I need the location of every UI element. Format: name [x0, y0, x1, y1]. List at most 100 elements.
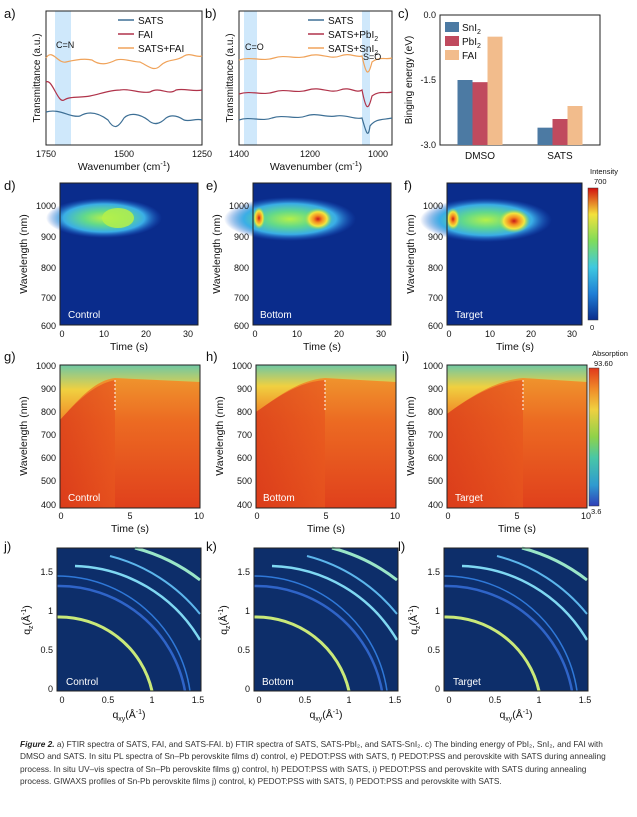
svg-text:Wavelength (nm): Wavelength (nm)	[18, 396, 30, 476]
panel-f: f) Target	[404, 178, 583, 326]
panel-e-label: Bottom	[260, 310, 292, 321]
svg-text:900: 900	[428, 232, 443, 242]
svg-text:800: 800	[41, 407, 56, 417]
panel-b-annotation-co: C=O	[245, 42, 264, 52]
svg-text:1.5: 1.5	[427, 567, 440, 577]
svg-text:5: 5	[514, 511, 519, 521]
svg-text:1000: 1000	[36, 361, 56, 371]
svg-text:f): f)	[404, 178, 412, 193]
svg-text:0: 0	[59, 329, 64, 339]
svg-text:g): g)	[4, 349, 16, 364]
svg-text:800: 800	[41, 263, 56, 273]
panel-b-legend-1: SATS	[328, 16, 354, 27]
svg-text:e): e)	[206, 178, 218, 193]
svg-text:10: 10	[485, 329, 495, 339]
panel-a-xlabel: Wavenumber (cm-1)	[78, 161, 170, 173]
svg-text:Wavelength (nm): Wavelength (nm)	[405, 396, 417, 476]
svg-text:0.5: 0.5	[489, 695, 502, 705]
category-label-sats: SATS	[547, 151, 573, 162]
svg-text:400: 400	[237, 500, 252, 510]
svg-text:20: 20	[526, 329, 536, 339]
svg-text:600: 600	[41, 321, 56, 331]
panel-a-ylabel: Transmittance (a.u.)	[32, 33, 43, 122]
svg-text:Wavelength (nm): Wavelength (nm)	[214, 396, 226, 476]
svg-text:1000: 1000	[423, 201, 443, 211]
svg-text:1400: 1400	[229, 149, 249, 159]
svg-text:0.5: 0.5	[299, 695, 312, 705]
pl-axes: 1000 900 800 700 600 1000 900 800 700 60…	[18, 201, 577, 353]
svg-text:1000: 1000	[229, 201, 249, 211]
figure-caption: Figure 2. a) FTIR spectra of SATS, FAI, …	[20, 738, 620, 787]
panel-b-letter: b)	[205, 6, 217, 21]
svg-text:qz(Å-1): qz(Å-1)	[20, 605, 35, 635]
svg-text:h): h)	[206, 349, 218, 364]
svg-text:0: 0	[590, 323, 594, 332]
legend-label-sni: SnI2	[462, 23, 481, 36]
panel-j: j) Control	[3, 539, 202, 692]
svg-text:1000: 1000	[36, 201, 56, 211]
panel-a-fai-curve	[45, 81, 203, 101]
bar-sats-fai	[567, 106, 583, 145]
panel-c-letter: c)	[398, 6, 409, 21]
svg-text:10: 10	[99, 329, 109, 339]
svg-text:1: 1	[536, 695, 541, 705]
svg-text:800: 800	[428, 407, 443, 417]
svg-text:0: 0	[48, 684, 53, 694]
panel-a-frame	[45, 10, 203, 146]
svg-text:600: 600	[428, 321, 443, 331]
svg-text:qxy(Å-1): qxy(Å-1)	[309, 708, 342, 723]
svg-text:0.5: 0.5	[427, 645, 440, 655]
panel-h: h) Bottom	[206, 349, 397, 509]
svg-text:1000: 1000	[232, 361, 252, 371]
panel-j-label: Control	[66, 677, 98, 688]
svg-text:Time (s): Time (s)	[111, 523, 149, 535]
svg-text:1.5: 1.5	[237, 567, 250, 577]
panel-a-xtick-2: 1500	[114, 149, 134, 159]
panel-a-legend-3: SATS+FAI	[138, 44, 184, 55]
svg-text:900: 900	[41, 384, 56, 394]
svg-text:600: 600	[234, 321, 249, 331]
svg-text:500: 500	[41, 476, 56, 486]
panel-k: k) Bottom	[206, 539, 399, 692]
svg-text:700: 700	[41, 430, 56, 440]
panel-g-label: Control	[68, 493, 100, 504]
svg-text:500: 500	[237, 476, 252, 486]
panel-a-annotation: C=N	[56, 40, 74, 50]
panel-e: e) Bottom	[206, 178, 392, 326]
svg-text:20: 20	[141, 329, 151, 339]
svg-text:1: 1	[48, 606, 53, 616]
svg-text:1.5: 1.5	[192, 695, 205, 705]
svg-text:400: 400	[428, 500, 443, 510]
bar-dmso-fai	[487, 36, 503, 145]
panel-b-annotation-so: S=O	[363, 52, 381, 62]
svg-text:900: 900	[237, 384, 252, 394]
uv-colorbar: Absorption 93.60 3.6	[588, 349, 628, 516]
svg-text:500: 500	[428, 476, 443, 486]
legend-label-fai: FAI	[462, 51, 477, 62]
svg-text:1: 1	[149, 695, 154, 705]
panel-f-label: Target	[455, 310, 483, 321]
giwaxs-axes: 1.5 1 0.5 0 1.5 1 0.5 0 1.5 1 0.5 0 0 0.…	[20, 567, 591, 723]
panel-b-legend-2: SATS+PbI2	[328, 30, 378, 43]
panel-g: g) Control	[4, 349, 201, 509]
svg-text:700: 700	[234, 293, 249, 303]
ytick-label: -3.0	[420, 140, 436, 150]
svg-text:600: 600	[428, 453, 443, 463]
bar-dmso-sni	[457, 80, 473, 145]
svg-text:1000: 1000	[368, 149, 388, 159]
svg-text:0: 0	[435, 684, 440, 694]
panel-a-letter: a)	[4, 6, 16, 21]
svg-text:5: 5	[127, 511, 132, 521]
bar-sats-sni	[537, 127, 553, 145]
panel-a-legend-1: SATS	[138, 16, 164, 27]
svg-text:700: 700	[237, 430, 252, 440]
svg-text:0: 0	[446, 695, 451, 705]
svg-text:0: 0	[446, 329, 451, 339]
legend-swatch-pbi	[445, 36, 459, 46]
svg-text:0: 0	[445, 511, 450, 521]
svg-text:qz(Å-1): qz(Å-1)	[217, 605, 232, 635]
panel-c-bar-chart: c) Binging energy (eV) -3.0 -1.5 0.0 DMSO S…	[398, 6, 601, 162]
panel-k-label: Bottom	[262, 677, 294, 688]
panel-a-legend-2: FAI	[138, 30, 153, 41]
